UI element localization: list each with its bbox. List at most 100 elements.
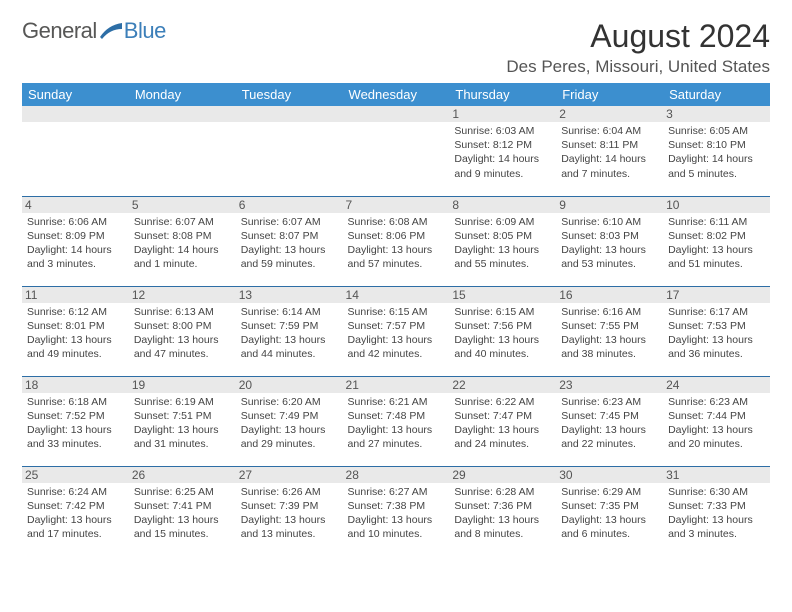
dow-wednesday: Wednesday (343, 83, 450, 106)
sunrise-line: Sunrise: 6:15 AM (348, 305, 445, 319)
daylight-line: Daylight: 14 hours and 9 minutes. (454, 152, 551, 180)
sunset-line: Sunset: 7:44 PM (668, 409, 765, 423)
logo-word-general: General (22, 18, 97, 44)
day-info: Sunrise: 6:24 AMSunset: 7:42 PMDaylight:… (27, 485, 124, 542)
day-cell (129, 106, 236, 196)
day-info: Sunrise: 6:30 AMSunset: 7:33 PMDaylight:… (668, 485, 765, 542)
day-number: 15 (449, 287, 556, 303)
day-info: Sunrise: 6:06 AMSunset: 8:09 PMDaylight:… (27, 215, 124, 272)
sunset-line: Sunset: 8:12 PM (454, 138, 551, 152)
daylight-line: Daylight: 13 hours and 22 minutes. (561, 423, 658, 451)
sunset-line: Sunset: 8:08 PM (134, 229, 231, 243)
sunset-line: Sunset: 7:53 PM (668, 319, 765, 333)
sunrise-line: Sunrise: 6:20 AM (241, 395, 338, 409)
sunset-line: Sunset: 7:47 PM (454, 409, 551, 423)
day-cell: 1Sunrise: 6:03 AMSunset: 8:12 PMDaylight… (449, 106, 556, 196)
sunset-line: Sunset: 7:55 PM (561, 319, 658, 333)
day-number: 17 (663, 287, 770, 303)
day-info: Sunrise: 6:10 AMSunset: 8:03 PMDaylight:… (561, 215, 658, 272)
day-cell: 4Sunrise: 6:06 AMSunset: 8:09 PMDaylight… (22, 196, 129, 286)
sunrise-line: Sunrise: 6:21 AM (348, 395, 445, 409)
daylight-line: Daylight: 14 hours and 7 minutes. (561, 152, 658, 180)
day-number-empty (129, 106, 236, 122)
sunset-line: Sunset: 8:11 PM (561, 138, 658, 152)
daylight-line: Daylight: 13 hours and 27 minutes. (348, 423, 445, 451)
day-number: 3 (663, 106, 770, 122)
day-number: 8 (449, 197, 556, 213)
day-number: 2 (556, 106, 663, 122)
sunset-line: Sunset: 8:05 PM (454, 229, 551, 243)
day-cell: 17 Sunrise: 6:17 AMSunset: 7:53 PMDayligh… (663, 286, 770, 376)
day-info: Sunrise: 6:16 AMSunset: 7:55 PMDaylight:… (561, 305, 658, 362)
sunrise-line: Sunrise: 6:19 AM (134, 395, 231, 409)
week-row: 1Sunrise: 6:03 AMSunset: 8:12 PMDaylight… (22, 106, 770, 196)
day-cell: 20Sunrise: 6:20 AMSunset: 7:49 PMDayligh… (236, 376, 343, 466)
sunset-line: Sunset: 8:09 PM (27, 229, 124, 243)
day-info: Sunrise: 6:07 AMSunset: 8:07 PMDaylight:… (241, 215, 338, 272)
sunset-line: Sunset: 7:48 PM (348, 409, 445, 423)
sunrise-line: Sunrise: 6:12 AM (27, 305, 124, 319)
sunrise-line: Sunrise: 6:07 AM (134, 215, 231, 229)
day-number: 25 (22, 467, 129, 483)
sunset-line: Sunset: 7:56 PM (454, 319, 551, 333)
daylight-line: Daylight: 13 hours and 40 minutes. (454, 333, 551, 361)
day-info: Sunrise: 6:17 AMSunset: 7:53 PMDaylight:… (668, 305, 765, 362)
daylight-line: Daylight: 13 hours and 44 minutes. (241, 333, 338, 361)
sunrise-line: Sunrise: 6:11 AM (668, 215, 765, 229)
day-cell: 15Sunrise: 6:15 AMSunset: 7:56 PMDayligh… (449, 286, 556, 376)
daylight-line: Daylight: 13 hours and 59 minutes. (241, 243, 338, 271)
calendar-body: 1Sunrise: 6:03 AMSunset: 8:12 PMDaylight… (22, 106, 770, 556)
day-info: Sunrise: 6:09 AMSunset: 8:05 PMDaylight:… (454, 215, 551, 272)
day-info: Sunrise: 6:23 AMSunset: 7:45 PMDaylight:… (561, 395, 658, 452)
dow-sunday: Sunday (22, 83, 129, 106)
day-info: Sunrise: 6:28 AMSunset: 7:36 PMDaylight:… (454, 485, 551, 542)
day-number: 28 (343, 467, 450, 483)
daylight-line: Daylight: 13 hours and 42 minutes. (348, 333, 445, 361)
sunset-line: Sunset: 7:49 PM (241, 409, 338, 423)
day-cell: 10Sunrise: 6:11 AMSunset: 8:02 PMDayligh… (663, 196, 770, 286)
day-cell: 3 Sunrise: 6:05 AMSunset: 8:10 PMDaylight… (663, 106, 770, 196)
day-number: 14 (343, 287, 450, 303)
sunrise-line: Sunrise: 6:07 AM (241, 215, 338, 229)
week-row: 18Sunrise: 6:18 AMSunset: 7:52 PMDayligh… (22, 376, 770, 466)
sunset-line: Sunset: 7:42 PM (27, 499, 124, 513)
day-cell: 13Sunrise: 6:14 AMSunset: 7:59 PMDayligh… (236, 286, 343, 376)
day-of-week-header-row: Sunday Monday Tuesday Wednesday Thursday… (22, 83, 770, 106)
daylight-line: Daylight: 13 hours and 31 minutes. (134, 423, 231, 451)
day-cell (236, 106, 343, 196)
day-number: 26 (129, 467, 236, 483)
day-number-empty (22, 106, 129, 122)
daylight-line: Daylight: 13 hours and 33 minutes. (27, 423, 124, 451)
day-cell: 5Sunrise: 6:07 AMSunset: 8:08 PMDaylight… (129, 196, 236, 286)
day-number: 20 (236, 377, 343, 393)
sunset-line: Sunset: 8:03 PM (561, 229, 658, 243)
sunrise-line: Sunrise: 6:06 AM (27, 215, 124, 229)
daylight-line: Daylight: 14 hours and 5 minutes. (668, 152, 765, 180)
sunrise-line: Sunrise: 6:25 AM (134, 485, 231, 499)
day-number: 29 (449, 467, 556, 483)
day-info: Sunrise: 6:26 AMSunset: 7:39 PMDaylight:… (241, 485, 338, 542)
day-cell: 19Sunrise: 6:19 AMSunset: 7:51 PMDayligh… (129, 376, 236, 466)
day-info: Sunrise: 6:27 AMSunset: 7:38 PMDaylight:… (348, 485, 445, 542)
daylight-line: Daylight: 13 hours and 8 minutes. (454, 513, 551, 541)
daylight-line: Daylight: 13 hours and 15 minutes. (134, 513, 231, 541)
day-number: 19 (129, 377, 236, 393)
sunrise-line: Sunrise: 6:04 AM (561, 124, 658, 138)
sunrise-line: Sunrise: 6:13 AM (134, 305, 231, 319)
day-cell: 25 Sunrise: 6:24 AMSunset: 7:42 PMDayligh… (22, 466, 129, 556)
day-info: Sunrise: 6:03 AMSunset: 8:12 PMDaylight:… (454, 124, 551, 181)
sunrise-line: Sunrise: 6:28 AM (454, 485, 551, 499)
dow-friday: Friday (556, 83, 663, 106)
sunrise-line: Sunrise: 6:03 AM (454, 124, 551, 138)
daylight-line: Daylight: 13 hours and 10 minutes. (348, 513, 445, 541)
sunrise-line: Sunrise: 6:29 AM (561, 485, 658, 499)
day-info: Sunrise: 6:15 AMSunset: 7:57 PMDaylight:… (348, 305, 445, 362)
dow-tuesday: Tuesday (236, 83, 343, 106)
daylight-line: Daylight: 13 hours and 51 minutes. (668, 243, 765, 271)
day-info: Sunrise: 6:05 AMSunset: 8:10 PMDaylight:… (668, 124, 765, 181)
daylight-line: Daylight: 13 hours and 3 minutes. (668, 513, 765, 541)
daylight-line: Daylight: 13 hours and 20 minutes. (668, 423, 765, 451)
dow-monday: Monday (129, 83, 236, 106)
day-cell (343, 106, 450, 196)
sunset-line: Sunset: 8:00 PM (134, 319, 231, 333)
